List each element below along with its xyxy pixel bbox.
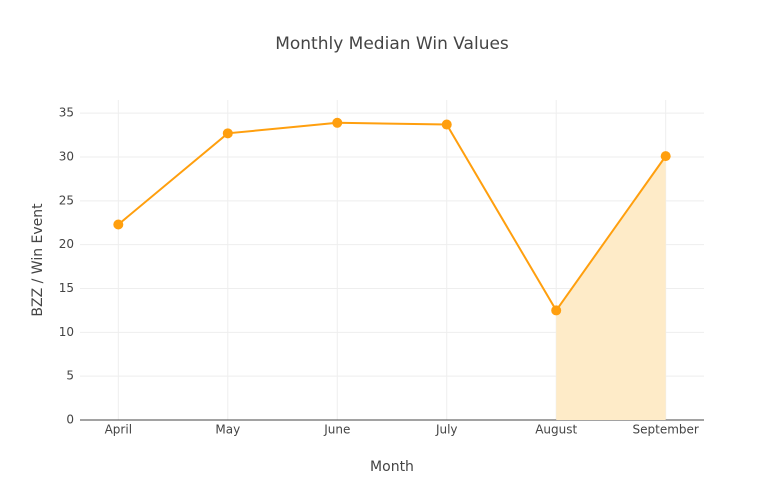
y-tick-label: 35 — [59, 106, 74, 120]
y-tick-label: 5 — [66, 369, 74, 383]
x-tick-label: August — [535, 423, 577, 437]
marker — [660, 151, 671, 162]
y-tick-label: 10 — [59, 325, 74, 339]
x-tick-label: July — [435, 423, 458, 437]
y-tick-label: 30 — [59, 149, 74, 163]
y-axis-title: BZZ / Win Event — [30, 203, 46, 317]
y-tick-label: 25 — [59, 193, 74, 207]
x-tick-label: April — [105, 423, 132, 437]
x-axis-title: Month — [370, 459, 414, 475]
x-tick-label: June — [323, 423, 350, 437]
marker — [441, 119, 452, 130]
marker — [113, 219, 124, 230]
marker — [332, 117, 343, 128]
y-tick-label: 0 — [66, 413, 74, 427]
chart-title: Monthly Median Win Values — [275, 34, 509, 54]
marker — [551, 305, 562, 316]
y-tick-label: 20 — [59, 237, 74, 251]
x-tick-label: September — [633, 423, 699, 437]
shaded-area — [556, 156, 666, 420]
line — [117, 121, 667, 313]
marker — [222, 128, 233, 139]
x-tick-label: May — [215, 423, 240, 437]
y-tick-label: 15 — [59, 281, 74, 295]
